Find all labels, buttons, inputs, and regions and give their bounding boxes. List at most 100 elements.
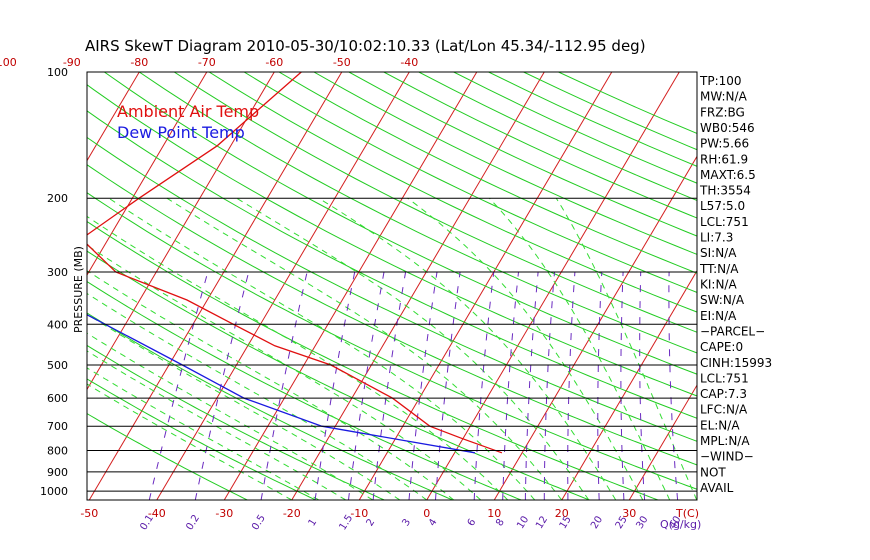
index-item: PW:5.66 (700, 137, 749, 151)
index-item: KI:N/A (700, 278, 737, 292)
legend-dew-point-temp: Dew Point Temp (117, 123, 245, 142)
dry-adiabat-line (87, 136, 697, 442)
bottom-temperature-tick-label: 30 (622, 507, 636, 520)
pressure-lines (87, 197, 697, 492)
isotherm-line (0, 72, 72, 500)
bottom-temperature-tick-label: -50 (80, 507, 98, 520)
index-item: MW:N/A (700, 90, 748, 104)
bottom-temperature-tick-label: -30 (215, 507, 233, 520)
mixing-ratio-line (639, 271, 646, 500)
pressure-tick-labels: 100 200 300 400 500 600 700 800 900 1000 (40, 66, 68, 498)
index-item: MPL:N/A (700, 434, 750, 448)
dry-adiabat-line (87, 344, 385, 500)
isotherm-line (764, 72, 870, 500)
dry-adiabat-line (173, 72, 697, 333)
bottom-temperature-tick-label: -20 (283, 507, 301, 520)
index-item: RH:61.9 (700, 152, 748, 166)
dry-adiabat-line (87, 312, 453, 500)
moist-adiabat-line (318, 197, 617, 500)
dry-adiabat-line (87, 164, 697, 466)
bottom-temperature-tick-label: -10 (350, 507, 368, 520)
top-temperature-tick-label: -80 (130, 56, 148, 69)
mixing-ratio-unit-label: Q(g/kg) (660, 518, 701, 531)
index-item: LCL:751 (700, 215, 749, 229)
index-item: TT:N/A (699, 262, 739, 276)
bottom-temperature-tick-label: -40 (148, 507, 166, 520)
dry-adiabat-line (208, 72, 697, 313)
mixing-ratio-line (194, 271, 250, 500)
dry-adiabat-line (104, 72, 697, 375)
bottom-temperature-tick-label: 10 (487, 507, 501, 520)
dry-adiabat-line (87, 250, 590, 500)
index-item: TH:3554 (699, 184, 751, 198)
top-temperature-ticks: -120-110-100-90-80-70-60-50-40 (0, 56, 418, 69)
plot-frame (86, 71, 698, 501)
dry-adiabat-line (243, 72, 697, 293)
isotherm-line (87, 72, 208, 277)
pressure-tick-label: 700 (47, 420, 68, 433)
mixing-ratio-line (314, 271, 356, 500)
index-item: NOT (700, 465, 726, 479)
mixing-ratio-tick-label: 6 (466, 517, 479, 528)
index-item: LFC:N/A (700, 403, 748, 417)
top-temperature-tick-label: -90 (63, 56, 81, 69)
index-item: CINH:15993 (700, 356, 772, 370)
mixing-ratio-line (473, 271, 495, 500)
mixing-ratio-line (260, 271, 308, 500)
mixing-ratio-line (597, 271, 603, 500)
dry-adiabat-line (87, 192, 697, 490)
pressure-tick-label: 400 (47, 318, 68, 331)
index-item: −WIND− (700, 450, 754, 464)
mixing-ratio-tick-label: 8 (494, 517, 507, 528)
mixing-ratio-line (435, 271, 461, 500)
isotherm-line (87, 72, 140, 162)
dry-adiabat-line (87, 413, 248, 500)
isotherm-line (88, 72, 343, 500)
top-temperature-tick-label: -60 (265, 56, 283, 69)
moist-adiabat-line (407, 197, 644, 500)
isotherm-line (223, 72, 478, 500)
mixing-ratio-tick-label: 0.5 (250, 513, 268, 532)
pressure-tick-label: 300 (47, 266, 68, 279)
isotherm-line (628, 384, 697, 500)
pressure-tick-label: 500 (47, 359, 68, 372)
top-temperature-tick-label: -100 (0, 56, 17, 69)
index-item: WB0:546 (700, 121, 755, 135)
moist-adiabat-line (87, 215, 509, 500)
mixing-ratio-tick-label: 2 (365, 517, 378, 528)
moist-adiabat-line (87, 292, 428, 500)
temperature-unit-label: T(C) (675, 507, 699, 520)
isotherm-line (87, 72, 275, 391)
mixing-ratio-tick-label: 3 (401, 517, 414, 528)
pressure-tick-label: 800 (47, 445, 68, 458)
moist-adiabat-line (87, 270, 455, 500)
index-item: SI:N/A (700, 246, 737, 260)
moist-adiabat-line (87, 332, 374, 500)
moist-adiabat-line (236, 197, 590, 500)
top-temperature-tick-label: -40 (400, 56, 418, 69)
moist-adiabat-line (87, 313, 401, 500)
dry-adiabat-line (348, 72, 697, 237)
top-temperature-tick-label: -50 (333, 56, 351, 69)
dry-adiabat-line (87, 110, 697, 419)
index-item: MAXT:6.5 (700, 168, 756, 182)
index-item: FRZ:BG (700, 105, 745, 119)
mixing-ratio-line (348, 271, 385, 500)
moist-adiabat-line (555, 197, 697, 500)
isotherm-line (291, 72, 545, 500)
dry-adiabat-line (87, 378, 317, 500)
dry-adiabat-line (278, 72, 697, 274)
dew-point-temp-line (87, 314, 476, 454)
moist-adiabat-line (108, 197, 536, 500)
moist-adiabat-line (87, 367, 320, 500)
mixing-ratio-tick-label: 0.2 (184, 513, 202, 532)
dry-adiabat-line (418, 72, 697, 201)
mixing-ratio-tick-label: 4 (427, 517, 440, 528)
pressure-tick-label: 200 (47, 192, 68, 205)
dry-adiabat-line (453, 72, 697, 184)
isotherm-line (0, 72, 4, 500)
dry-adiabat-line (87, 280, 522, 500)
pressure-tick-label: 100 (47, 66, 68, 79)
background-lines (0, 72, 870, 500)
